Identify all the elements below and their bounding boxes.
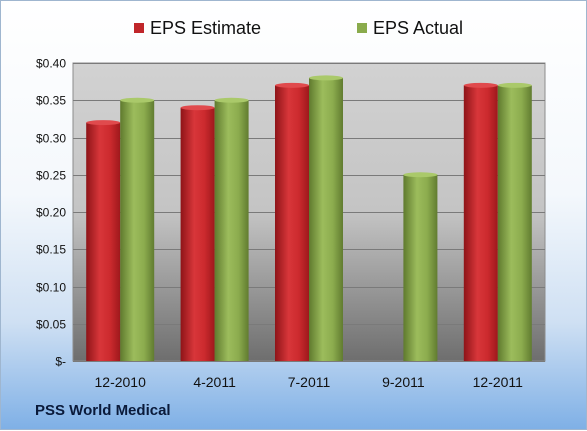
legend-swatch-eps-actual — [357, 23, 367, 33]
bar-eps-actual — [403, 174, 438, 361]
y-tick-label: $0.10 — [36, 281, 66, 295]
y-tick-label: $0.25 — [36, 169, 66, 183]
bar-eps-estimate — [275, 85, 309, 361]
y-tick-label: $0.15 — [36, 243, 66, 257]
company-name: PSS World Medical — [35, 402, 171, 419]
x-tick-label: 9-2011 — [382, 374, 425, 390]
bar-eps-actual — [214, 100, 249, 361]
y-tick-label: $0.30 — [36, 132, 66, 146]
bar-eps-estimate — [86, 122, 121, 361]
y-tick-label: $0.05 — [36, 318, 66, 332]
x-tick-label: 12-2010 — [95, 374, 147, 390]
bar-eps-estimate — [463, 85, 498, 361]
x-tick-label: 12-2011 — [473, 374, 524, 390]
bar-eps-actual — [120, 100, 155, 361]
bar-top-eps-actual — [497, 82, 532, 88]
bar-top-eps-estimate — [86, 120, 121, 126]
bar-top-eps-estimate — [275, 82, 309, 88]
legend: EPS Estimate EPS Actual — [1, 15, 587, 41]
legend-label-eps-estimate: EPS Estimate — [150, 17, 262, 38]
x-tick-label: 4-2011 — [193, 374, 236, 390]
bar-eps-actual — [497, 85, 532, 361]
y-tick-label: $0.20 — [36, 206, 66, 220]
bar-top-eps-actual — [403, 172, 438, 178]
bar-top-eps-actual — [120, 97, 155, 103]
y-tick-label: $- — [55, 355, 66, 369]
legend-swatch-eps-estimate — [134, 23, 144, 33]
bar-top-eps-estimate — [180, 105, 215, 111]
bar-eps-estimate — [180, 107, 215, 361]
y-tick-label: $0.35 — [36, 94, 66, 108]
bar-top-eps-estimate — [463, 82, 498, 88]
bar-eps-actual — [309, 77, 343, 362]
bar-top-eps-actual — [214, 97, 249, 103]
y-tick-label: $0.40 — [36, 57, 66, 71]
x-tick-label: 7-2011 — [288, 374, 331, 390]
legend-item-eps-estimate: EPS Estimate — [134, 15, 261, 41]
bar-top-eps-actual — [309, 75, 343, 81]
legend-label-eps-actual: EPS Actual — [373, 17, 464, 38]
legend-item-eps-actual: EPS Actual — [357, 15, 463, 41]
